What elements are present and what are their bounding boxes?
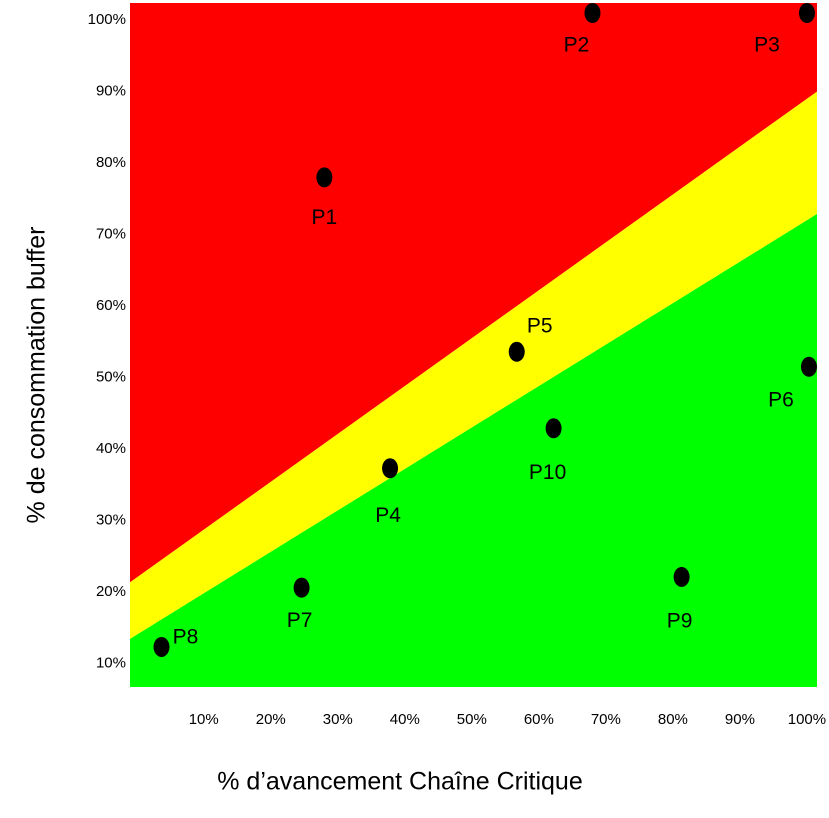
- x-tick-label: 80%: [658, 711, 688, 728]
- point: [316, 167, 333, 188]
- point-label: P9: [667, 609, 693, 632]
- point-label: P7: [287, 609, 313, 632]
- point-label: P5: [527, 314, 553, 337]
- x-tick-label: 50%: [457, 711, 487, 728]
- point-label: P8: [173, 626, 199, 649]
- y-tick-label: 30%: [96, 511, 126, 528]
- y-tick-label: 100%: [88, 11, 126, 28]
- y-tick-label: 60%: [96, 297, 126, 314]
- zone: [130, 3, 817, 583]
- x-tick-label: 60%: [524, 711, 554, 728]
- point-label: P3: [754, 34, 780, 57]
- point-label: P4: [375, 504, 401, 527]
- point: [293, 577, 310, 598]
- x-tick-label: 100%: [788, 711, 826, 728]
- x-tick-label: 20%: [256, 711, 286, 728]
- y-tick-label: 10%: [96, 654, 126, 671]
- y-tick-label: 40%: [96, 440, 126, 457]
- point: [153, 636, 170, 657]
- point-label: P6: [768, 388, 794, 411]
- point: [798, 3, 815, 24]
- point-label: P1: [312, 206, 338, 229]
- y-tick-label: 90%: [96, 83, 126, 100]
- point: [545, 418, 562, 439]
- point: [382, 458, 399, 479]
- x-tick-label: 70%: [591, 711, 621, 728]
- point: [673, 566, 690, 587]
- y-axis-label: % de consommation buffer: [23, 227, 51, 524]
- zone: [130, 91, 817, 639]
- point: [800, 356, 817, 377]
- x-axis-label: % d’avancement Chaîne Critique: [217, 768, 582, 796]
- point: [584, 3, 601, 24]
- point: [508, 341, 525, 362]
- point-label: P10: [529, 461, 566, 484]
- zone: [130, 214, 817, 687]
- point-label: P2: [564, 34, 590, 57]
- x-tick-label: 30%: [323, 711, 353, 728]
- y-tick-label: 50%: [96, 368, 126, 385]
- y-tick-label: 80%: [96, 154, 126, 171]
- y-tick-label: 70%: [96, 226, 126, 243]
- x-tick-label: 40%: [390, 711, 420, 728]
- x-tick-label: 10%: [189, 711, 219, 728]
- x-tick-label: 90%: [725, 711, 755, 728]
- y-tick-label: 20%: [96, 583, 126, 600]
